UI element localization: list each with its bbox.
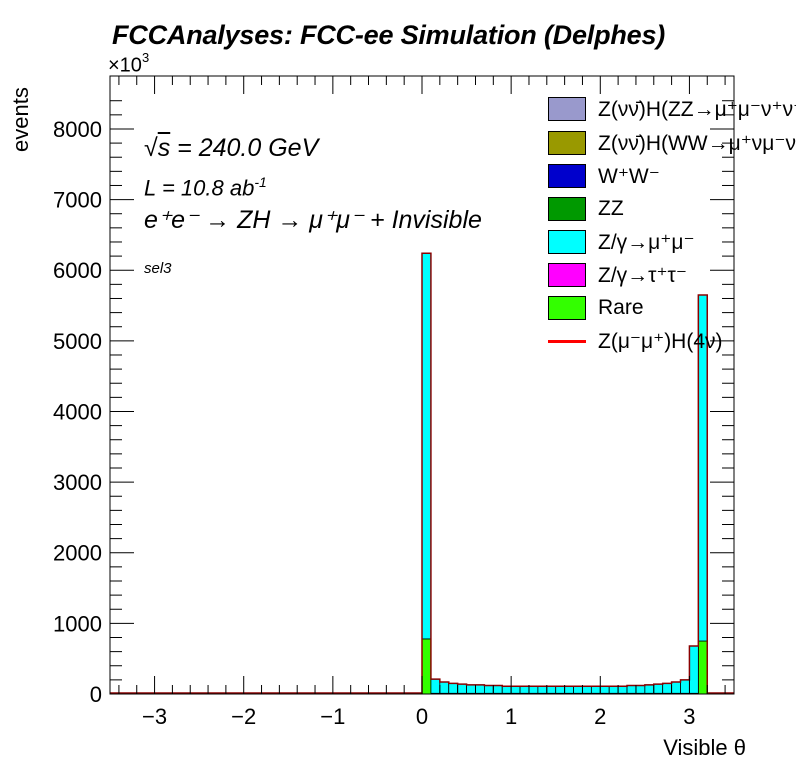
legend-item-rare: Rare: [548, 293, 644, 323]
x-tick-label: 0: [416, 704, 428, 729]
bar-zgamma-mumu: [466, 684, 476, 694]
y-tick-label: 2000: [53, 541, 102, 566]
y-multiplier-exponent: 3: [141, 50, 150, 65]
y-tick-label: 3000: [53, 470, 102, 495]
legend-swatch: [548, 97, 586, 121]
total-outline: [110, 252, 734, 694]
bar-zgamma-mumu: [644, 684, 655, 694]
bar-zgamma-mumu: [457, 683, 467, 694]
x-tick-label: 1: [505, 704, 517, 729]
legend-label: W⁺W⁻: [598, 164, 660, 188]
legend-label: Rare: [598, 296, 644, 319]
bar-rare: [697, 640, 708, 695]
legend-label: Z(νν̄)H(WW→μ⁺νμ⁻ν): [598, 131, 796, 155]
luminosity-annotation: L = 10.8 ab-1: [144, 174, 267, 201]
bar-zgamma-mumu: [671, 681, 681, 694]
legend-item-zz: ZZ: [548, 194, 624, 224]
y-tick-label: 7000: [53, 188, 102, 213]
x-tick-label: 2: [594, 704, 606, 729]
bar-zgamma-mumu: [475, 684, 485, 694]
legend-item-zh-zz: Z(νν̄)H(ZZ→μ⁺μ⁻ν⁺ν⁻): [548, 94, 796, 124]
bar-zgamma-mumu: [439, 681, 450, 694]
legend-item-ww: W⁺W⁻: [548, 161, 660, 191]
x-tick-label: 3: [683, 704, 695, 729]
legend-item-signal: Z(μ⁻μ⁺)H(4ν): [548, 326, 723, 356]
y-tick-label: 0: [90, 682, 102, 707]
x-tick-label: −3: [142, 704, 167, 729]
bar-zgamma-mumu: [448, 683, 459, 694]
bar-zgamma-mumu: [635, 685, 646, 694]
bar-zgamma-mumu: [608, 685, 619, 694]
legend-label: Z(νν̄)H(ZZ→μ⁺μ⁻ν⁺ν⁻): [598, 97, 796, 121]
legend-item-zgamma-tautau: Z/γ→τ⁺τ⁻: [548, 260, 687, 290]
y-multiplier-base: ×10: [108, 54, 142, 77]
legend-line-swatch: [548, 339, 586, 343]
bar-zgamma-mumu: [590, 685, 601, 694]
x-tick-label: −2: [231, 704, 256, 729]
bar-zgamma-mumu: [582, 685, 592, 694]
bar-zgamma-mumu: [492, 685, 503, 694]
bar-zgamma-mumu: [537, 685, 548, 694]
legend-label: Z(μ⁻μ⁺)H(4ν): [598, 329, 723, 353]
luminosity-exponent: -1: [254, 174, 267, 190]
bar-zgamma-mumu: [680, 679, 690, 694]
legend-label: ZZ: [598, 197, 624, 220]
bar-zgamma-mumu: [653, 683, 664, 694]
bar-zgamma-mumu: [617, 685, 628, 694]
x-axis-label: Visible θ: [663, 735, 746, 760]
bar-zgamma-mumu: [626, 685, 637, 694]
process-annotation: e⁺e⁻ → ZH → μ⁺μ⁻ + Invisible: [144, 206, 482, 234]
selection-annotation: sel3: [144, 260, 172, 277]
y-tick-label: 4000: [53, 399, 102, 424]
legend-item-zgamma-mumu: Z/γ→μ⁺μ⁻: [548, 227, 695, 257]
legend-swatch: [548, 131, 586, 155]
legend-label: Z/γ→μ⁺μ⁻: [598, 230, 695, 254]
bar-zgamma-mumu: [510, 685, 521, 694]
legend-swatch: [548, 263, 586, 287]
bar-zgamma-mumu: [689, 645, 699, 694]
legend-item-zh-ww: Z(νν̄)H(WW→μ⁺νμ⁻ν): [548, 128, 796, 158]
y-axis-multiplier: ×103: [108, 50, 150, 78]
bar-zgamma-mumu: [519, 685, 530, 694]
bar-zgamma-mumu: [501, 685, 512, 694]
y-tick-label: 1000: [53, 611, 102, 636]
sqrt-s-value: = 240.0 GeV: [170, 134, 319, 162]
legend-swatch: [548, 296, 586, 320]
bar-zgamma-mumu: [573, 685, 583, 694]
bar-zgamma-mumu: [555, 685, 566, 694]
bar-rare: [421, 638, 432, 695]
bar-zgamma-mumu: [599, 685, 610, 694]
y-tick-label: 5000: [53, 329, 102, 354]
bar-zgamma-mumu: [546, 685, 557, 694]
sqrt-s-symbol: s: [157, 134, 171, 162]
bar-zgamma-mumu: [662, 683, 673, 694]
sqrt-s-annotation: √s = 240.0 GeV: [144, 134, 319, 162]
bar-zgamma-mumu: [528, 685, 539, 694]
y-tick-label: 6000: [53, 258, 102, 283]
bar-zgamma-mumu: [564, 685, 574, 694]
bar-zgamma-mumu: [421, 252, 432, 640]
legend-label: Z/γ→τ⁺τ⁻: [598, 263, 687, 287]
legend-swatch: [548, 230, 586, 254]
legend-swatch: [548, 164, 586, 188]
legend: Z(νν̄)H(ZZ→μ⁺μ⁻ν⁺ν⁻) Z(νν̄)H(WW→μ⁺νμ⁻ν) …: [548, 94, 796, 356]
chart-title: FCCAnalyses: FCC-ee Simulation (Delphes): [112, 20, 666, 50]
legend-swatch: [548, 197, 586, 221]
y-tick-label: 8000: [53, 117, 102, 142]
bar-zgamma-mumu: [483, 685, 494, 694]
luminosity-text: L = 10.8 ab: [144, 175, 255, 201]
bar-zgamma-mumu: [430, 678, 441, 694]
x-tick-label: −1: [320, 704, 345, 729]
